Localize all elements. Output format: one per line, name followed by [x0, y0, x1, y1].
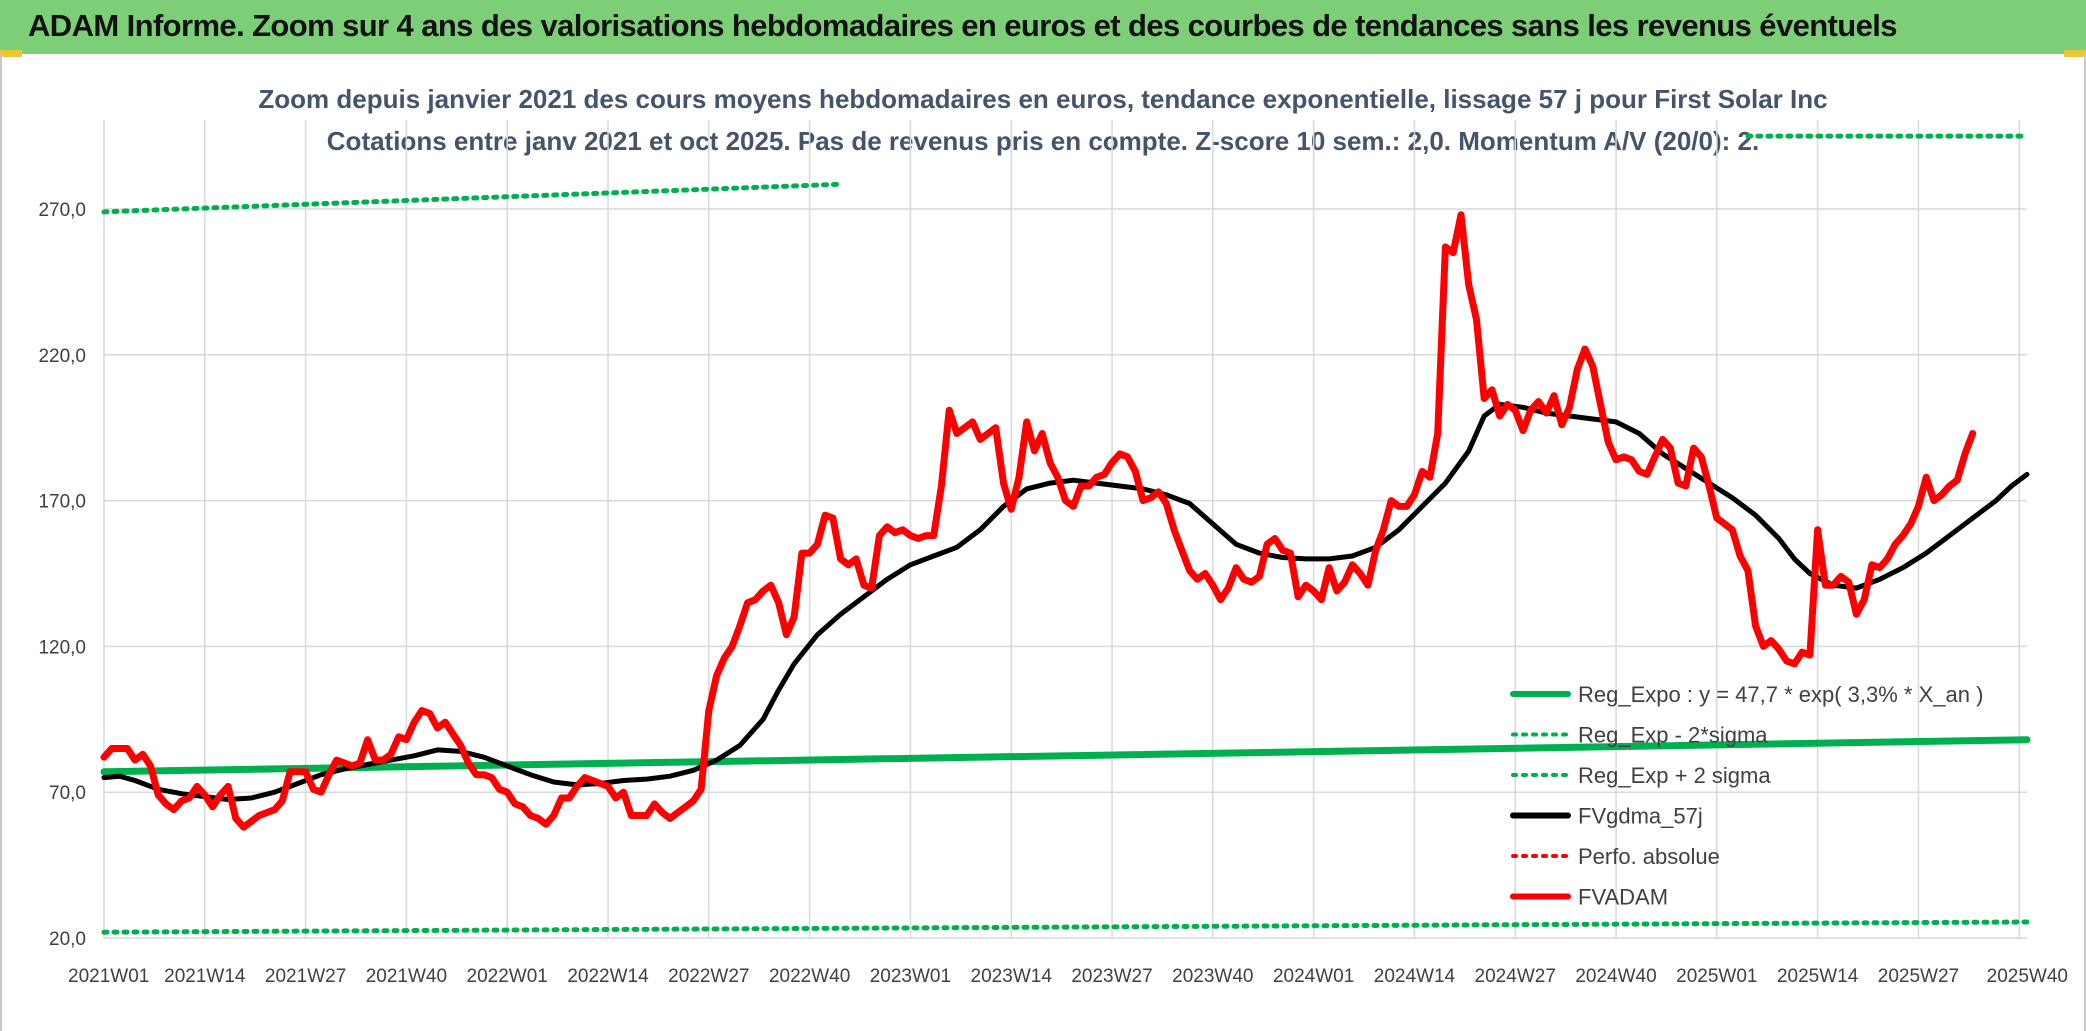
report-title: ADAM Informe. Zoom sur 4 ans des valoris…	[28, 8, 1898, 43]
legend-label-4: FVgdma_57j	[1578, 804, 1703, 829]
corner-marker-left	[0, 50, 22, 57]
series-line-1	[100, 736, 2031, 776]
x-tick-label: 2025W14	[1777, 966, 1859, 987]
legend-label-5: Perfo. absolue	[1578, 844, 1720, 869]
series-line-3	[101, 181, 844, 215]
x-tick-label: 2025W27	[1878, 966, 1959, 987]
series-layer	[100, 133, 2031, 935]
x-tick-label: 2022W40	[769, 966, 850, 987]
y-tick-label: 220,0	[38, 346, 86, 367]
x-tick-label: 2021W27	[265, 966, 346, 987]
x-tick-label: 2024W01	[1273, 966, 1354, 987]
x-tick-label: 2023W01	[870, 966, 951, 987]
grid-layer	[103, 120, 2027, 939]
x-tick-label: 2024W40	[1575, 966, 1656, 987]
x-tick-label: 2021W01	[68, 966, 149, 987]
legend-label-6: FVADAM	[1578, 885, 1668, 910]
legend-label-2: Reg_Exp - 2*sigma	[1578, 723, 1768, 748]
report-banner: ADAM Informe. Zoom sur 4 ans des valoris…	[0, 0, 2086, 54]
x-tick-label: 2023W27	[1071, 966, 1152, 987]
legend-label-3: Reg_Exp + 2 sigma	[1578, 763, 1771, 788]
x-tick-label: 2023W14	[971, 966, 1053, 987]
chart-title: Zoom depuis janvier 2021 des cours moyen…	[258, 84, 1827, 114]
x-tick-label: 2025W01	[1676, 966, 1757, 987]
y-tick-label: 170,0	[38, 492, 86, 513]
y-tick-label: 70,0	[49, 783, 86, 804]
x-tick-label: 2024W27	[1475, 966, 1556, 987]
series-line-6	[100, 211, 1977, 831]
series-line-2	[101, 919, 2030, 935]
legend: Reg_Expo : y = 47,7 * exp( 3,3% * X_an )…	[1510, 682, 1983, 910]
corner-marker-right	[2064, 50, 2086, 57]
legend-label-1: Reg_Expo : y = 47,7 * exp( 3,3% * X_an )	[1578, 682, 1983, 707]
x-tick-label: 2021W40	[366, 966, 447, 987]
x-tick-label: 2023W40	[1172, 966, 1253, 987]
x-tick-label: 2022W27	[668, 966, 749, 987]
y-tick-label: 120,0	[38, 637, 86, 658]
y-tick-label: 270,0	[38, 200, 86, 221]
series-line-4	[101, 401, 2030, 802]
chart-subtitle: Cotations entre janv 2021 et oct 2025. P…	[327, 126, 1759, 156]
chart-frame	[0, 54, 2086, 1031]
x-tick-label: 2022W14	[567, 966, 649, 987]
x-tick-label: 2024W14	[1374, 966, 1456, 987]
x-tick-label: 2021W14	[164, 966, 246, 987]
axis-layer: 20,0 70,0 120,0 170,0 220,0 270,0 2021W01 2021W…	[38, 200, 2068, 987]
x-tick-label: 2025W40	[1987, 966, 2068, 987]
x-tick-label: 2022W01	[467, 966, 548, 987]
y-tick-label: 20,0	[49, 929, 86, 950]
